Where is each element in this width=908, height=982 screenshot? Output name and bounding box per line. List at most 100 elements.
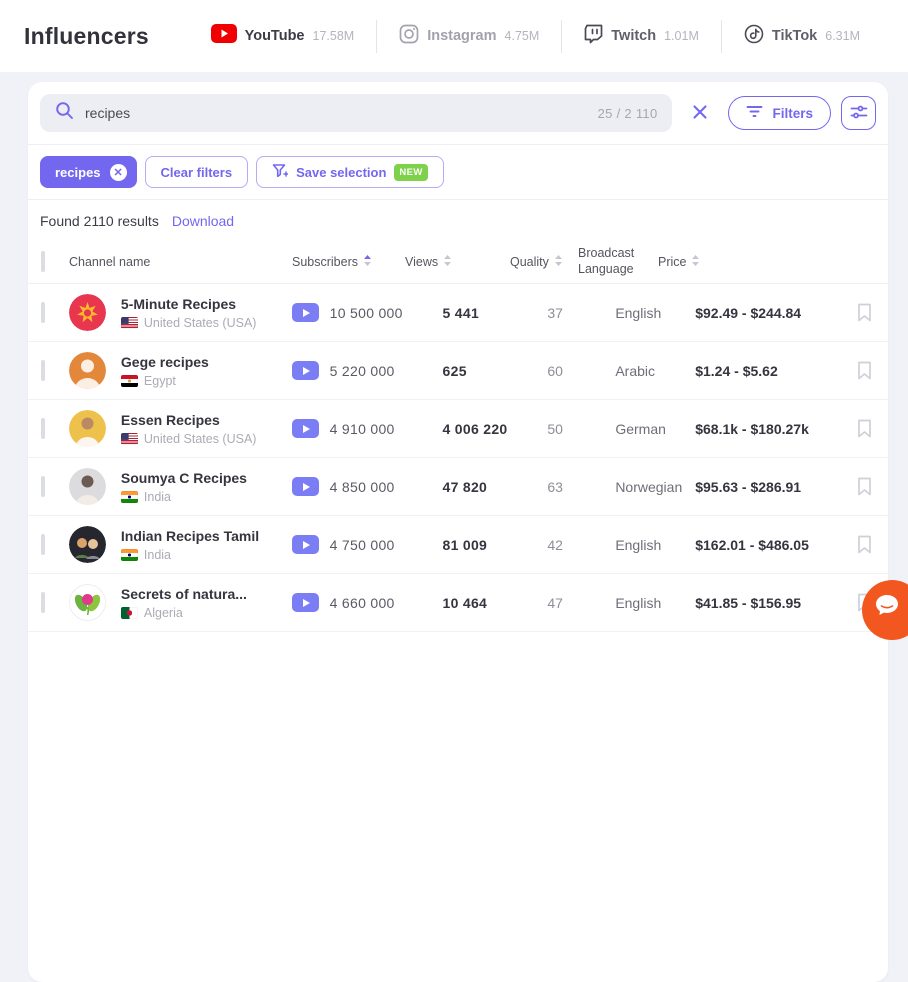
platform-twitch[interactable]: Twitch 1.01M [561, 20, 721, 53]
play-video-button[interactable] [292, 419, 319, 438]
download-link[interactable]: Download [172, 213, 234, 229]
play-icon [303, 367, 310, 375]
play-video-button[interactable] [292, 535, 319, 554]
search-input[interactable]: recipes 25 / 2 110 [40, 94, 672, 132]
close-icon [692, 104, 708, 123]
column-quality[interactable]: Quality [510, 254, 578, 270]
views-value: 5 441 [443, 305, 548, 321]
views-value: 625 [443, 363, 548, 379]
row-checkbox[interactable] [41, 302, 45, 323]
channel-avatar [69, 294, 106, 331]
sort-icon [691, 254, 700, 270]
country-flag-icon [121, 491, 138, 503]
country-flag-icon [121, 317, 138, 329]
twitch-icon [584, 24, 603, 49]
bookmark-button[interactable] [857, 419, 872, 438]
platform-instagram[interactable]: Instagram 4.75M [376, 20, 561, 53]
play-video-button[interactable] [292, 361, 319, 380]
subscribers-value: 4 750 000 [330, 537, 443, 553]
price-value: $68.1k - $180.27k [695, 421, 857, 437]
quality-value: 37 [547, 305, 615, 321]
column-settings-button[interactable] [841, 96, 876, 130]
platform-count: 17.58M [313, 29, 355, 43]
channel-avatar [69, 468, 106, 505]
channel-name[interactable]: Secrets of natura... [121, 586, 292, 602]
country-flag-icon [121, 375, 138, 387]
table-row: Indian Recipes Tamil India 4 750 000 81 … [28, 516, 888, 574]
column-broadcast-language: Broadcast Language [578, 246, 658, 277]
platform-count: 6.31M [825, 29, 860, 43]
select-all-checkbox[interactable] [41, 251, 45, 272]
row-checkbox[interactable] [41, 592, 45, 613]
results-count: Found 2110 results [40, 213, 159, 229]
platform-tiktok[interactable]: TikTok 6.31M [721, 20, 882, 53]
chat-bubble-icon [875, 594, 899, 621]
platform-youtube[interactable]: YouTube 17.58M [189, 20, 377, 52]
price-value: $95.63 - $286.91 [695, 479, 857, 495]
row-checkbox[interactable] [41, 476, 45, 497]
language-value: English [615, 537, 695, 553]
country-name: United States (USA) [144, 432, 257, 446]
clear-filters-label: Clear filters [161, 165, 233, 180]
youtube-icon [211, 24, 237, 48]
search-row: recipes 25 / 2 110 Filters [28, 82, 888, 144]
channel-name[interactable]: Soumya C Recipes [121, 470, 292, 486]
table-row: 5-Minute Recipes United States (USA) 10 … [28, 284, 888, 342]
play-icon [303, 599, 310, 607]
sort-icon [363, 254, 372, 270]
channel-avatar [69, 584, 106, 621]
language-value: Norwegian [615, 479, 695, 495]
bookmark-button[interactable] [857, 361, 872, 380]
channel-avatar [69, 410, 106, 447]
clear-search-button[interactable] [682, 95, 718, 131]
active-filters-row: recipes ✕ Clear filters Save selection N… [28, 145, 888, 199]
channel-name[interactable]: 5-Minute Recipes [121, 296, 292, 312]
quality-value: 60 [547, 363, 615, 379]
platform-label: Instagram [427, 28, 496, 44]
play-video-button[interactable] [292, 303, 319, 322]
column-subscribers[interactable]: Subscribers [292, 254, 405, 270]
row-checkbox[interactable] [41, 418, 45, 439]
filters-button[interactable]: Filters [728, 96, 831, 130]
channel-name[interactable]: Essen Recipes [121, 412, 292, 428]
subscribers-value: 5 220 000 [330, 363, 443, 379]
filter-chip-recipes[interactable]: recipes ✕ [40, 156, 137, 188]
channel-name[interactable]: Gege recipes [121, 354, 292, 370]
clear-filters-button[interactable]: Clear filters [145, 156, 249, 188]
platform-label: Twitch [611, 28, 656, 44]
quality-value: 63 [547, 479, 615, 495]
play-video-button[interactable] [292, 477, 319, 496]
save-selection-label: Save selection [296, 165, 386, 180]
save-selection-button[interactable]: Save selection NEW [256, 156, 444, 188]
platform-label: YouTube [245, 28, 305, 44]
column-price[interactable]: Price [658, 254, 820, 270]
table-body: 5-Minute Recipes United States (USA) 10 … [28, 284, 888, 632]
remove-chip-icon[interactable]: ✕ [110, 164, 127, 181]
channel-name[interactable]: Indian Recipes Tamil [121, 528, 292, 544]
language-value: English [615, 305, 695, 321]
platform-count: 1.01M [664, 29, 699, 43]
country-flag-icon [121, 607, 138, 619]
platform-label: TikTok [772, 28, 817, 44]
bookmark-button[interactable] [857, 303, 872, 322]
filter-chip-label: recipes [55, 165, 101, 180]
subscribers-value: 10 500 000 [330, 305, 443, 321]
column-views[interactable]: Views [405, 254, 510, 270]
subscribers-value: 4 850 000 [330, 479, 443, 495]
quality-value: 50 [547, 421, 615, 437]
row-checkbox[interactable] [41, 360, 45, 381]
language-value: Arabic [615, 363, 695, 379]
subscribers-value: 4 910 000 [330, 421, 443, 437]
play-icon [303, 425, 310, 433]
bookmark-button[interactable] [857, 535, 872, 554]
views-value: 4 006 220 [443, 421, 548, 437]
country-name: Egypt [144, 374, 176, 388]
bookmark-button[interactable] [857, 477, 872, 496]
search-value: recipes [85, 105, 130, 121]
play-video-button[interactable] [292, 593, 319, 612]
language-value: English [615, 595, 695, 611]
filter-lines-icon [746, 105, 763, 121]
row-checkbox[interactable] [41, 534, 45, 555]
main-card: recipes 25 / 2 110 Filters recipes ✕ [28, 82, 888, 982]
country-name: United States (USA) [144, 316, 257, 330]
